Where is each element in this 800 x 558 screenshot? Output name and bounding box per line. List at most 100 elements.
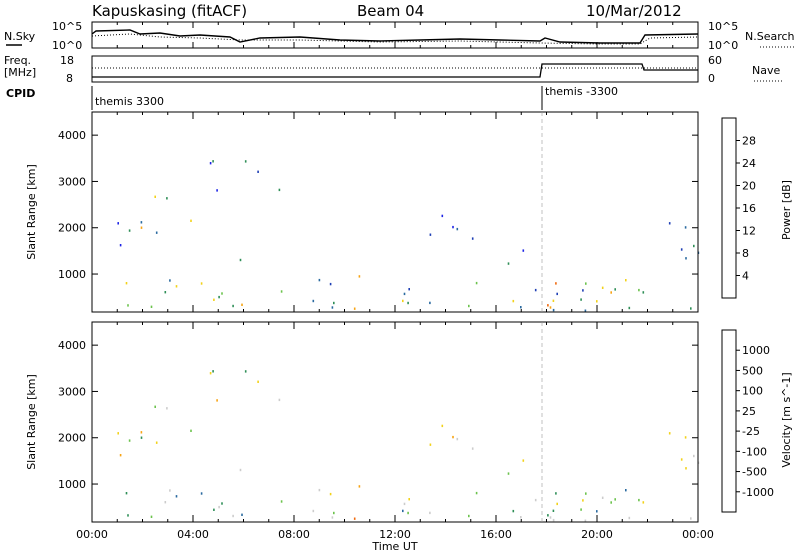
data-cell xyxy=(213,508,215,511)
data-cell xyxy=(175,495,178,498)
data-cell xyxy=(403,292,406,296)
nave-line xyxy=(92,63,698,78)
data-cell xyxy=(552,509,555,512)
data-cell xyxy=(128,439,131,442)
data-cell xyxy=(585,282,587,285)
power-ylabel: Slant Range [km] xyxy=(25,164,38,260)
data-cell xyxy=(169,489,171,492)
colorbar-tick-label: -1000 xyxy=(742,486,774,499)
nave-label: Nave xyxy=(752,64,780,77)
data-cell xyxy=(155,231,158,234)
noise-left-tick-top: 10^5 xyxy=(52,20,82,33)
colorbar-tick-label: 25 xyxy=(742,405,756,418)
data-cell xyxy=(358,485,361,488)
data-cell xyxy=(512,299,515,303)
x-tick-label: 04:00 xyxy=(177,528,209,541)
data-cell xyxy=(331,306,334,309)
x-tick-label: 20:00 xyxy=(581,528,613,541)
data-cell xyxy=(257,170,259,173)
data-cell xyxy=(166,407,168,410)
colorbar-tick-label: 500 xyxy=(742,364,763,377)
data-cell xyxy=(190,429,192,432)
data-cell xyxy=(642,291,645,294)
data-cell xyxy=(140,431,143,434)
data-cell xyxy=(693,244,695,248)
data-cell xyxy=(429,443,432,446)
data-cell xyxy=(232,304,234,308)
x-tick-label: 00:00 xyxy=(76,528,108,541)
data-cell xyxy=(353,517,356,520)
data-cell xyxy=(596,300,598,303)
data-cell xyxy=(402,509,404,513)
data-cell xyxy=(693,454,695,458)
data-cell xyxy=(209,372,212,375)
data-cell xyxy=(520,516,522,519)
data-cell xyxy=(471,447,474,450)
data-cell xyxy=(452,435,454,439)
data-cell xyxy=(638,288,640,292)
data-cell xyxy=(555,492,557,495)
y-tick-label: 1000 xyxy=(58,478,86,491)
data-cell xyxy=(155,441,158,444)
data-cell xyxy=(407,301,409,305)
data-cell xyxy=(353,307,356,310)
nave-right-tick-top: 60 xyxy=(708,54,722,67)
data-cell xyxy=(216,399,218,402)
noise-right-tick-top: 10^5 xyxy=(708,20,738,33)
data-cell xyxy=(221,502,223,505)
data-cell xyxy=(150,515,153,518)
data-cell xyxy=(556,502,558,506)
data-cell xyxy=(614,498,616,501)
data-cell xyxy=(522,249,525,252)
power-colorbar: 28 24 20 16 12 8 4 Power [dB] xyxy=(721,117,793,299)
data-cell xyxy=(333,301,335,305)
data-cell xyxy=(456,437,459,441)
data-cell xyxy=(312,509,315,513)
data-cell xyxy=(468,514,470,518)
data-cell xyxy=(507,472,510,475)
data-cell xyxy=(221,292,223,295)
data-cell xyxy=(685,467,687,470)
data-cell xyxy=(512,509,515,513)
data-cell xyxy=(680,458,683,461)
noise-right-tick-bottom: 10^0 xyxy=(708,39,738,52)
data-cell xyxy=(441,424,444,428)
data-cell xyxy=(128,229,131,232)
data-cell xyxy=(584,309,587,312)
data-cell xyxy=(218,505,220,509)
data-cell xyxy=(690,307,692,310)
noise-sky-line xyxy=(91,29,699,44)
data-cell xyxy=(119,454,122,457)
power-colorbar-label: Power [dB] xyxy=(780,180,793,240)
data-cell xyxy=(522,459,525,462)
data-cell xyxy=(549,306,552,309)
data-cell xyxy=(150,305,153,308)
data-cell xyxy=(547,304,549,307)
data-cell xyxy=(456,227,459,231)
cpid-mode-2: themis -3300 xyxy=(545,85,618,98)
data-cell xyxy=(140,436,143,439)
colorbar-tick-label: -500 xyxy=(742,466,767,479)
data-cell xyxy=(408,498,410,501)
data-cell xyxy=(244,370,247,373)
data-cell xyxy=(429,301,431,305)
data-cell xyxy=(166,197,168,200)
y-tick-label: 3000 xyxy=(58,385,86,398)
data-cell xyxy=(278,398,281,402)
data-cell xyxy=(241,303,243,306)
data-cell xyxy=(556,292,558,296)
date-title: 10/Mar/2012 xyxy=(586,2,682,20)
power-panel: 1000 2000 3000 4000 Slant Range [km] xyxy=(25,111,700,313)
data-cell xyxy=(212,160,214,163)
colorbar-tick-label: 12 xyxy=(742,225,756,238)
data-cell xyxy=(596,510,598,513)
data-cell xyxy=(403,502,406,506)
data-cell xyxy=(140,221,143,224)
y-tick-label: 2000 xyxy=(58,432,86,445)
data-cell xyxy=(312,299,315,303)
velocity-colorbar-label: Velocity [m s^-1] xyxy=(780,372,793,467)
data-cell xyxy=(358,275,361,278)
colorbar-tick-label: 4 xyxy=(742,270,749,283)
velocity-colorbar: 1000 500 100 25 -25 -100 -500 -1000 Velocity [m… xyxy=(721,329,793,513)
beam-title: Beam 04 xyxy=(357,2,424,20)
